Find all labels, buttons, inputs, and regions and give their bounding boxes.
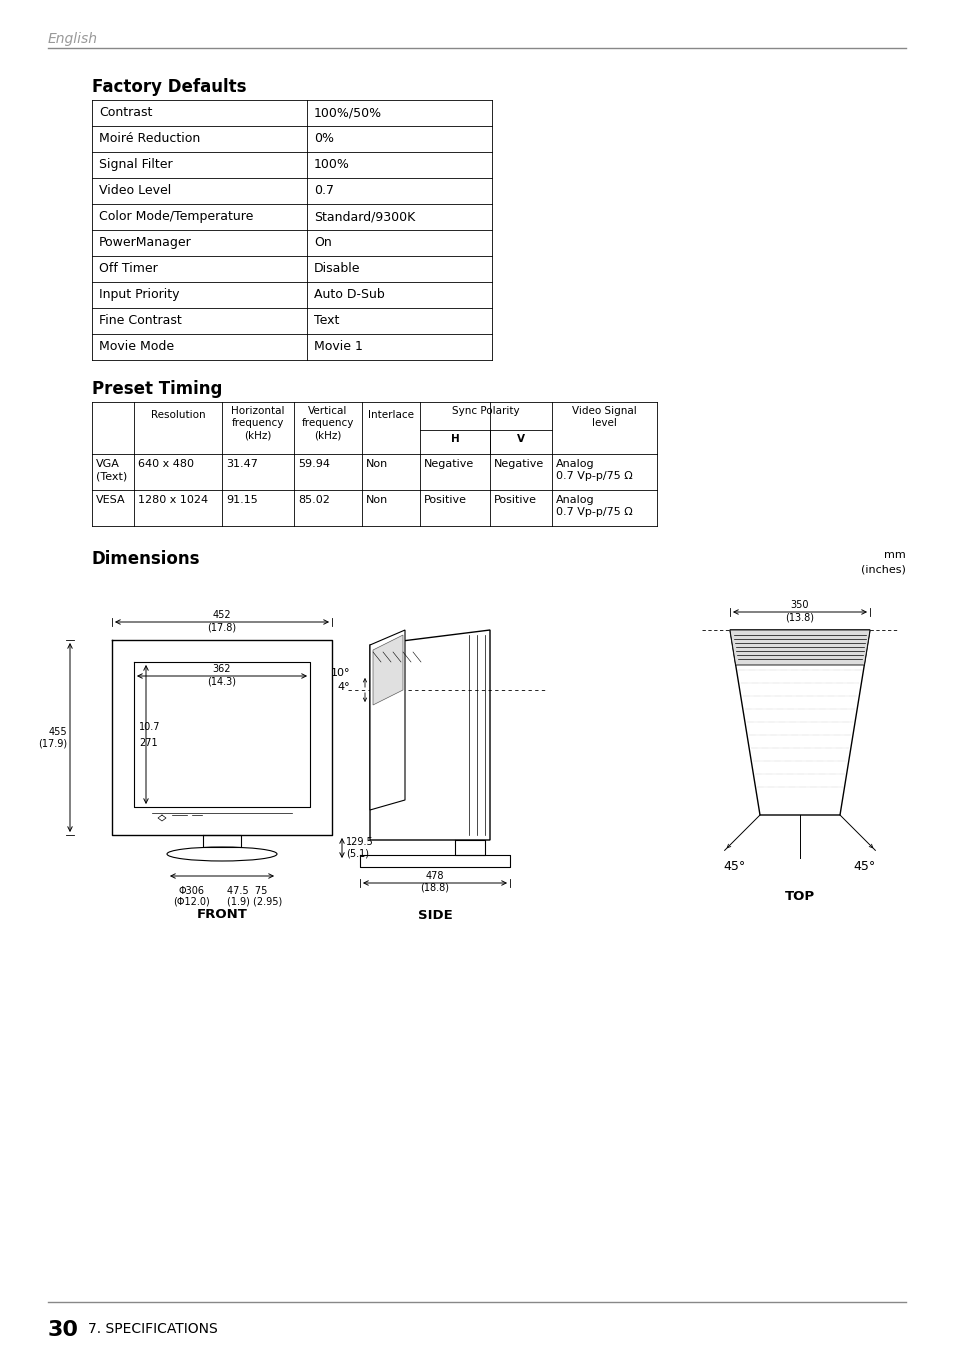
Text: Factory Defaults: Factory Defaults (91, 78, 246, 96)
Text: Positive: Positive (494, 495, 537, 506)
Text: Non: Non (366, 460, 388, 469)
Text: Standard/9300K: Standard/9300K (314, 210, 415, 222)
Text: 47.5  75: 47.5 75 (227, 886, 267, 896)
Text: FRONT: FRONT (196, 909, 247, 921)
Text: (13.8): (13.8) (784, 612, 814, 621)
Text: Negative: Negative (494, 460, 543, 469)
Text: Positive: Positive (423, 495, 467, 506)
Text: Fine Contrast: Fine Contrast (99, 314, 182, 328)
Text: SIDE: SIDE (417, 909, 452, 922)
Text: 59.94: 59.94 (297, 460, 330, 469)
Polygon shape (729, 630, 869, 816)
Text: Video Signal
level: Video Signal level (572, 406, 637, 429)
Text: Interlace: Interlace (368, 410, 414, 421)
Text: English: English (48, 32, 98, 46)
Text: Non: Non (366, 495, 388, 506)
Text: Auto D-Sub: Auto D-Sub (314, 288, 384, 301)
Text: 45°: 45° (723, 860, 745, 874)
Text: (Φ12.0): (Φ12.0) (173, 896, 211, 906)
Text: PowerManager: PowerManager (99, 236, 192, 249)
Polygon shape (370, 630, 405, 810)
Text: Analog
0.7 Vp-p/75 Ω: Analog 0.7 Vp-p/75 Ω (556, 495, 632, 518)
Text: Movie Mode: Movie Mode (99, 340, 174, 353)
Text: Dimensions: Dimensions (91, 550, 200, 568)
Text: Movie 1: Movie 1 (314, 340, 362, 353)
Text: Resolution: Resolution (151, 410, 205, 421)
Text: 31.47: 31.47 (226, 460, 257, 469)
Text: VESA: VESA (96, 495, 126, 506)
Text: 271: 271 (139, 737, 157, 748)
Text: (inches): (inches) (861, 563, 905, 574)
Text: (1.9) (2.95): (1.9) (2.95) (227, 896, 282, 906)
Text: 30: 30 (48, 1320, 79, 1340)
Text: 0%: 0% (314, 132, 334, 146)
Text: Contrast: Contrast (99, 106, 152, 119)
Text: Color Mode/Temperature: Color Mode/Temperature (99, 210, 253, 222)
Text: Φ306: Φ306 (179, 886, 205, 896)
Text: Moiré Reduction: Moiré Reduction (99, 132, 200, 146)
Text: 10°: 10° (330, 669, 350, 678)
Polygon shape (373, 635, 402, 705)
Text: Vertical
frequency
(kHz): Vertical frequency (kHz) (301, 406, 354, 439)
Text: (18.8): (18.8) (420, 883, 449, 892)
Text: TOP: TOP (784, 890, 814, 903)
Text: Horizontal
frequency
(kHz): Horizontal frequency (kHz) (231, 406, 284, 439)
Text: 452: 452 (213, 611, 231, 620)
Text: 7. SPECIFICATIONS: 7. SPECIFICATIONS (88, 1322, 217, 1336)
Text: 85.02: 85.02 (297, 495, 330, 506)
Text: Negative: Negative (423, 460, 474, 469)
Text: 10.7: 10.7 (139, 721, 160, 732)
Text: 350: 350 (790, 600, 808, 611)
Text: V: V (517, 434, 524, 443)
Text: 91.15: 91.15 (226, 495, 257, 506)
Text: VGA
(Text): VGA (Text) (96, 460, 127, 481)
Text: Off Timer: Off Timer (99, 262, 157, 275)
Text: Video Level: Video Level (99, 183, 172, 197)
Text: 4°: 4° (337, 682, 350, 692)
Text: (17.8): (17.8) (207, 621, 236, 632)
Text: (14.3): (14.3) (208, 675, 236, 686)
Text: 45°: 45° (853, 860, 875, 874)
Text: 455
(17.9): 455 (17.9) (38, 727, 67, 748)
Text: 640 x 480: 640 x 480 (138, 460, 193, 469)
Text: mm: mm (883, 550, 905, 559)
Text: 478: 478 (425, 871, 444, 882)
Text: 1280 x 1024: 1280 x 1024 (138, 495, 208, 506)
Text: Signal Filter: Signal Filter (99, 158, 172, 171)
Text: Input Priority: Input Priority (99, 288, 179, 301)
Polygon shape (729, 630, 869, 665)
Text: 100%: 100% (314, 158, 350, 171)
Text: 362: 362 (213, 665, 231, 674)
Text: 0.7: 0.7 (314, 183, 334, 197)
Text: Disable: Disable (314, 262, 360, 275)
Text: 100%/50%: 100%/50% (314, 106, 382, 119)
Text: Analog
0.7 Vp-p/75 Ω: Analog 0.7 Vp-p/75 Ω (556, 460, 632, 481)
Text: H: H (450, 434, 459, 443)
Text: Text: Text (314, 314, 339, 328)
Polygon shape (370, 630, 490, 840)
Text: On: On (314, 236, 332, 249)
Text: 129.5
(5.1): 129.5 (5.1) (346, 837, 374, 859)
Text: Sync Polarity: Sync Polarity (452, 406, 519, 417)
Text: Preset Timing: Preset Timing (91, 380, 222, 398)
